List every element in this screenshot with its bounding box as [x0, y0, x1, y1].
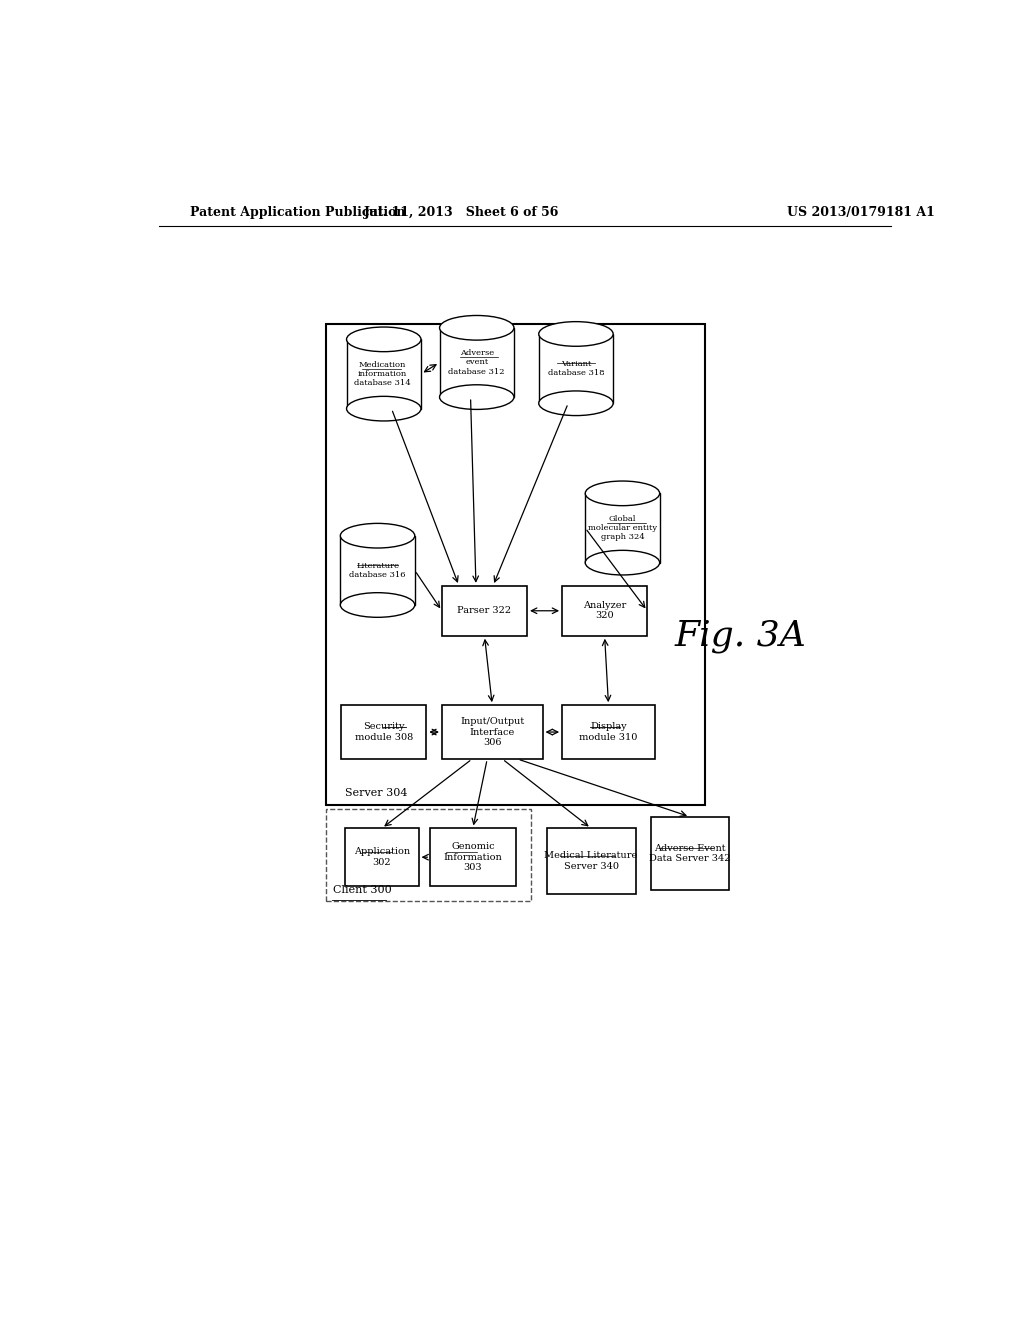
Ellipse shape: [346, 327, 421, 351]
Ellipse shape: [340, 593, 415, 618]
Ellipse shape: [346, 396, 421, 421]
Text: Security
module 308: Security module 308: [354, 722, 413, 742]
Text: Global
molecular entity
graph 324: Global molecular entity graph 324: [588, 515, 657, 541]
Text: Jul. 11, 2013   Sheet 6 of 56: Jul. 11, 2013 Sheet 6 of 56: [364, 206, 559, 219]
Bar: [651, 817, 729, 890]
Bar: [442, 586, 527, 636]
Bar: [340, 536, 415, 605]
Text: Fig. 3A: Fig. 3A: [675, 619, 806, 653]
Text: Adverse
event
database 312: Adverse event database 312: [449, 350, 505, 376]
Bar: [442, 705, 543, 759]
Ellipse shape: [586, 480, 659, 506]
Bar: [539, 334, 613, 404]
Text: Genomic
Information
303: Genomic Information 303: [443, 842, 502, 873]
Bar: [547, 829, 636, 894]
Ellipse shape: [586, 550, 659, 576]
Text: Server 304: Server 304: [345, 788, 408, 797]
Text: Input/Output
Interface
306: Input/Output Interface 306: [460, 717, 524, 747]
Bar: [326, 809, 531, 902]
Text: US 2013/0179181 A1: US 2013/0179181 A1: [786, 206, 935, 219]
Text: Adverse Event
Data Server 342: Adverse Event Data Server 342: [649, 843, 731, 863]
Ellipse shape: [439, 315, 514, 341]
Bar: [345, 829, 419, 886]
Text: Medication
information
database 314: Medication information database 314: [354, 360, 411, 387]
Bar: [562, 705, 655, 759]
Text: Display
module 310: Display module 310: [580, 722, 638, 742]
Text: Literature
database 316: Literature database 316: [349, 562, 406, 579]
Text: Parser 322: Parser 322: [458, 606, 512, 615]
Bar: [341, 705, 426, 759]
Ellipse shape: [539, 322, 613, 346]
Bar: [326, 323, 706, 805]
Bar: [562, 586, 647, 636]
Ellipse shape: [539, 391, 613, 416]
Text: Analyzer
320: Analyzer 320: [583, 601, 627, 620]
Ellipse shape: [439, 385, 514, 409]
Text: Patent Application Publication: Patent Application Publication: [190, 206, 406, 219]
Text: Medical Literature
Server 340: Medical Literature Server 340: [545, 851, 638, 871]
Bar: [439, 327, 514, 397]
Bar: [430, 829, 515, 886]
Bar: [586, 494, 659, 562]
Text: Application
302: Application 302: [353, 847, 410, 867]
Text: Client 300: Client 300: [334, 886, 392, 895]
Text: Variant
database 318: Variant database 318: [548, 360, 604, 378]
Bar: [346, 339, 421, 409]
Ellipse shape: [340, 523, 415, 548]
